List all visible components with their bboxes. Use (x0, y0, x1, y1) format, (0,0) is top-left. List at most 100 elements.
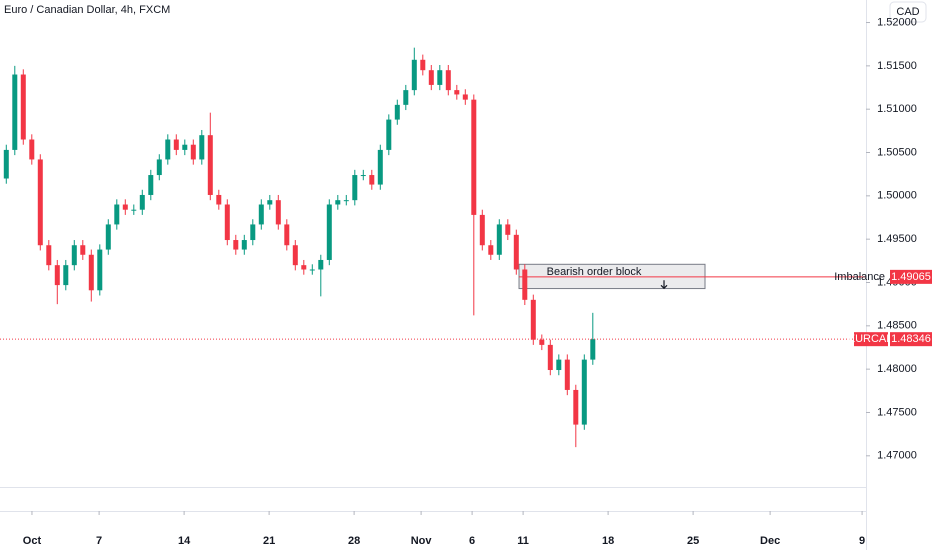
x-tick-label: 7 (96, 535, 102, 547)
candle-body (454, 90, 460, 95)
x-tick-label: 6 (469, 535, 475, 547)
candle-body (63, 265, 69, 286)
candle-body (182, 144, 188, 150)
candle-body (105, 224, 111, 250)
candle-body (471, 99, 477, 215)
candle-body (88, 254, 94, 291)
x-tick-label: 25 (687, 535, 699, 547)
candle-body (54, 265, 60, 286)
candle-body (462, 94, 468, 100)
candle-body (445, 70, 451, 91)
candle-body (403, 90, 409, 105)
candle-body (148, 175, 154, 195)
candle-body (411, 59, 417, 91)
candle-body (224, 204, 230, 241)
y-tick-label: 1.52000 (877, 16, 917, 28)
candle-body (326, 204, 332, 260)
candle-body (573, 389, 579, 425)
candle-body (241, 240, 247, 250)
candle-body (564, 359, 570, 390)
x-tick-label: 21 (263, 535, 275, 547)
candle-body (386, 119, 392, 150)
candle-body (352, 175, 358, 201)
x-tick-label: 28 (348, 535, 360, 547)
candle-body (513, 234, 519, 270)
candle-body (556, 359, 562, 371)
candle-body (97, 249, 103, 291)
x-tick-label: 18 (602, 535, 614, 547)
candle-body (250, 224, 256, 241)
currency-button[interactable]: CAD (889, 1, 927, 23)
imbalance-price-tag (890, 269, 932, 284)
candle-body (3, 149, 9, 179)
candle-body (505, 224, 511, 235)
y-tick-label: 1.48500 (877, 320, 917, 332)
candle-body (80, 245, 86, 255)
candle-body (530, 299, 536, 340)
currency-label[interactable]: CAD (896, 6, 919, 18)
candle-body (46, 245, 52, 266)
candle-body (122, 204, 128, 210)
x-tick-label: 9 (859, 535, 865, 547)
candle-body (309, 269, 315, 271)
candle-body (207, 135, 213, 195)
y-tick-label: 1.47000 (877, 450, 917, 462)
candle-body (199, 135, 205, 160)
candle-body (190, 144, 196, 160)
candle-body (20, 74, 26, 140)
imbalance-price-label: 1.49065 (891, 271, 931, 283)
candle-body (547, 344, 553, 371)
y-tick-label: 1.51000 (877, 103, 917, 115)
y-tick-label: 1.51500 (877, 60, 917, 72)
candle-body (539, 339, 545, 345)
candle-body (139, 194, 145, 210)
candle-body (258, 204, 264, 225)
candle-body (394, 104, 400, 120)
candle-body (301, 265, 307, 270)
candle-body (488, 245, 494, 255)
x-tick-label: 11 (517, 535, 529, 547)
x-tick-label: Nov (411, 535, 433, 547)
candle-body (284, 224, 290, 246)
x-tick-label: Oct (23, 535, 42, 547)
candle-body (292, 245, 298, 266)
candle-body (37, 159, 43, 246)
candle-body (233, 240, 239, 250)
candle-body (318, 259, 324, 270)
candle-body (275, 200, 281, 225)
x-tick-label: Dec (760, 535, 780, 547)
candle-body (165, 139, 171, 160)
y-tick-label: 1.49500 (877, 233, 917, 245)
x-tick-label: 14 (178, 535, 191, 547)
y-tick-label: 1.50500 (877, 146, 917, 158)
symbol-label: EURCAD (848, 333, 895, 345)
last-price-label: 1.48346 (891, 333, 931, 345)
candle-body (114, 204, 120, 225)
y-tick-label: 1.48000 (877, 363, 917, 375)
candle-body (522, 269, 528, 300)
symbol-tag (854, 332, 888, 347)
y-tick-label: 1.47500 (877, 406, 917, 418)
candle-body (12, 74, 18, 150)
candle-body (479, 214, 485, 246)
candle-body (420, 59, 426, 71)
candle-body (29, 139, 35, 160)
y-tick-label: 1.50000 (877, 190, 917, 202)
candle-body (216, 194, 222, 205)
order-block-label: Bearish order block (547, 266, 642, 278)
candle-body (437, 70, 443, 85)
candle-body (343, 200, 349, 202)
candle-body (131, 209, 137, 211)
last-price-tag (890, 332, 932, 347)
currency-button-frame[interactable] (889, 1, 927, 23)
candle-body (71, 245, 77, 266)
down-arrow (660, 280, 668, 290)
candle-body (581, 359, 587, 425)
candle-body (428, 70, 434, 85)
candle-body (369, 175, 375, 185)
candle-body (496, 224, 502, 255)
chart-title: Euro / Canadian Dollar, 4h, FXCM (4, 4, 170, 16)
candle-body (360, 175, 366, 177)
